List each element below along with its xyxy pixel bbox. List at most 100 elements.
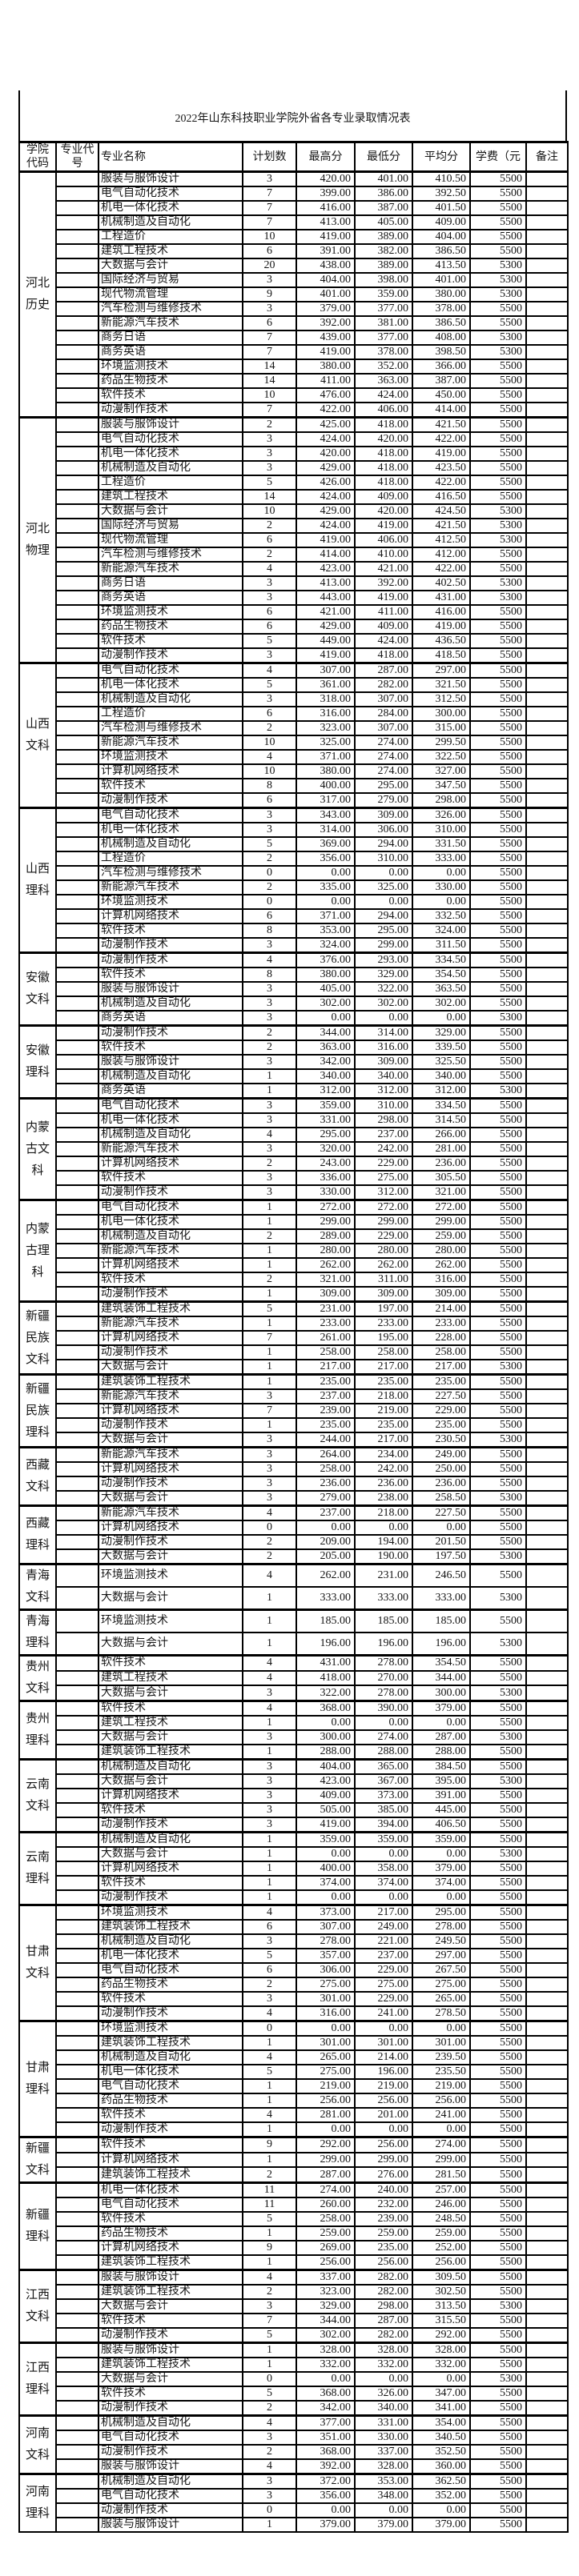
major-code-cell xyxy=(55,1773,99,1789)
major-code-cell xyxy=(55,258,99,274)
major-code-cell xyxy=(55,1170,99,1186)
max-score-cell: 185.00 xyxy=(296,1608,356,1633)
table-row: 机电一体化技术 5 361.00 282.00 321.50 5500 xyxy=(19,677,569,693)
remarks-cell xyxy=(525,1831,569,1848)
plan-count-cell: 3 xyxy=(242,1476,297,1492)
min-score-cell: 381.00 xyxy=(354,315,413,331)
group-label: 甘肃文科 xyxy=(18,1904,57,2022)
avg-score-cell: 324.00 xyxy=(412,923,471,939)
max-score-cell: 356.00 xyxy=(296,851,356,867)
plan-count-cell: 3 xyxy=(242,446,297,462)
major-name-cell: 机械制造及自动化 xyxy=(98,1127,243,1143)
major-name-cell: 软件技术 xyxy=(98,2211,243,2227)
table-row: 建筑工程技术 1 0.00 0.00 0.00 5500 xyxy=(19,1715,569,1731)
max-score-cell: 413.00 xyxy=(296,575,356,591)
major-code-cell xyxy=(55,619,99,635)
remarks-cell xyxy=(525,879,569,895)
tuition-cell: 5500 xyxy=(469,2121,527,2138)
remarks-cell xyxy=(525,691,569,707)
remarks-cell xyxy=(525,1991,569,2007)
tuition-cell: 5500 xyxy=(469,1991,527,2007)
tuition-cell: 5500 xyxy=(469,2005,527,2022)
major-code-cell xyxy=(55,503,99,519)
tuition-cell: 5500 xyxy=(469,1758,527,1775)
remarks-cell xyxy=(525,1744,569,1761)
min-score-cell: 275.00 xyxy=(354,1977,413,1993)
tuition-cell: 5500 xyxy=(469,431,527,447)
max-score-cell: 0.00 xyxy=(296,1715,356,1731)
major-code-cell xyxy=(55,286,99,302)
min-score-cell: 237.00 xyxy=(354,1127,413,1143)
table-row: 药品生物技术 6 429.00 409.00 419.00 5500 xyxy=(19,619,569,635)
max-score-cell: 295.00 xyxy=(296,1127,356,1143)
tuition-cell: 5500 xyxy=(469,951,527,968)
table-row: 机电一体化技术 7 416.00 387.00 401.50 5500 xyxy=(19,200,569,216)
tuition-cell: 5500 xyxy=(469,460,527,476)
remarks-cell xyxy=(525,475,569,491)
tuition-cell: 5500 xyxy=(469,2166,527,2184)
major-name-cell: 机械制造及自动化 xyxy=(98,1228,243,1244)
table-row: 机电一体化技术 3 420.00 418.00 419.00 5500 xyxy=(19,446,569,462)
avg-score-cell: 392.50 xyxy=(412,186,471,202)
min-score-cell: 392.00 xyxy=(354,575,413,591)
group-label: 内蒙古文科 xyxy=(18,1097,57,1201)
min-score-cell: 196.00 xyxy=(354,2064,413,2080)
major-code-cell xyxy=(55,2386,99,2402)
remarks-cell xyxy=(525,1669,569,1687)
max-score-cell: 325.00 xyxy=(296,735,356,751)
major-name-cell: 电气自动化技术 xyxy=(98,2197,243,2213)
max-score-cell: 344.00 xyxy=(296,1024,356,1041)
avg-score-cell: 431.00 xyxy=(412,590,471,606)
max-score-cell: 404.00 xyxy=(296,272,356,288)
plan-count-cell: 3 xyxy=(242,1112,297,1128)
max-score-cell: 302.00 xyxy=(296,2327,356,2344)
avg-score-cell: 347.50 xyxy=(412,778,471,794)
major-name-cell: 新能源汽车技术 xyxy=(98,315,243,331)
min-score-cell: 322.00 xyxy=(354,981,413,997)
major-code-cell xyxy=(55,749,99,765)
major-code-cell xyxy=(55,1700,99,1717)
major-code-cell xyxy=(55,2254,99,2271)
max-score-cell: 438.00 xyxy=(296,258,356,274)
tuition-cell: 5300 xyxy=(469,286,527,302)
major-name-cell: 机电一体化技术 xyxy=(98,677,243,693)
tuition-cell: 5500 xyxy=(469,2078,527,2094)
major-name-cell: 汽车检测与维修技术 xyxy=(98,547,243,563)
remarks-cell xyxy=(525,2107,569,2123)
table-row: 机械制造及自动化 7 413.00 405.00 409.00 5500 xyxy=(19,214,569,230)
remarks-cell xyxy=(525,214,569,230)
tuition-cell: 5500 xyxy=(469,836,527,852)
min-score-cell: 298.00 xyxy=(354,2298,413,2314)
max-score-cell: 368.00 xyxy=(296,1700,356,1717)
table-row: 动漫制作技术 3 324.00 299.00 311.50 5500 xyxy=(19,937,569,954)
remarks-cell xyxy=(525,2005,569,2022)
remarks-cell xyxy=(525,1243,569,1259)
remarks-cell xyxy=(525,1010,569,1027)
plan-count-cell: 3 xyxy=(242,807,297,823)
table-row: 电气自动化技术 3 351.00 330.00 340.50 5500 xyxy=(19,2430,569,2446)
tuition-cell: 5500 xyxy=(469,2064,527,2080)
tuition-cell: 5500 xyxy=(469,2386,527,2402)
major-code-cell xyxy=(55,1228,99,1244)
tuition-cell: 5500 xyxy=(469,1744,527,1761)
major-name-cell: 汽车检测与维修技术 xyxy=(98,720,243,736)
avg-score-cell: 235.50 xyxy=(412,2064,471,2080)
plan-count-cell: 3 xyxy=(242,1490,297,1507)
major-code-cell xyxy=(55,1632,99,1657)
major-code-cell xyxy=(55,2327,99,2344)
avg-score-cell: 0.00 xyxy=(412,2502,471,2518)
major-name-cell: 服装与服饰设计 xyxy=(98,1054,243,1070)
plan-count-cell: 1 xyxy=(242,1831,297,1848)
tuition-cell: 5500 xyxy=(469,691,527,707)
major-name-cell: 电气自动化技术 xyxy=(98,1097,243,1114)
plan-count-cell: 3 xyxy=(242,647,297,664)
plan-count-cell: 10 xyxy=(242,387,297,403)
avg-score-cell: 352.00 xyxy=(412,2488,471,2504)
tuition-cell: 5500 xyxy=(469,604,527,620)
table-row: 建筑工程技术 6 391.00 382.00 386.50 5500 xyxy=(19,243,569,259)
avg-score-cell: 265.00 xyxy=(412,1991,471,2007)
remarks-cell xyxy=(525,359,569,375)
avg-score-cell: 366.00 xyxy=(412,359,471,375)
table-row: 药品生物技术 1 259.00 259.00 259.00 5500 xyxy=(19,2225,569,2241)
remarks-cell xyxy=(525,1054,569,1070)
